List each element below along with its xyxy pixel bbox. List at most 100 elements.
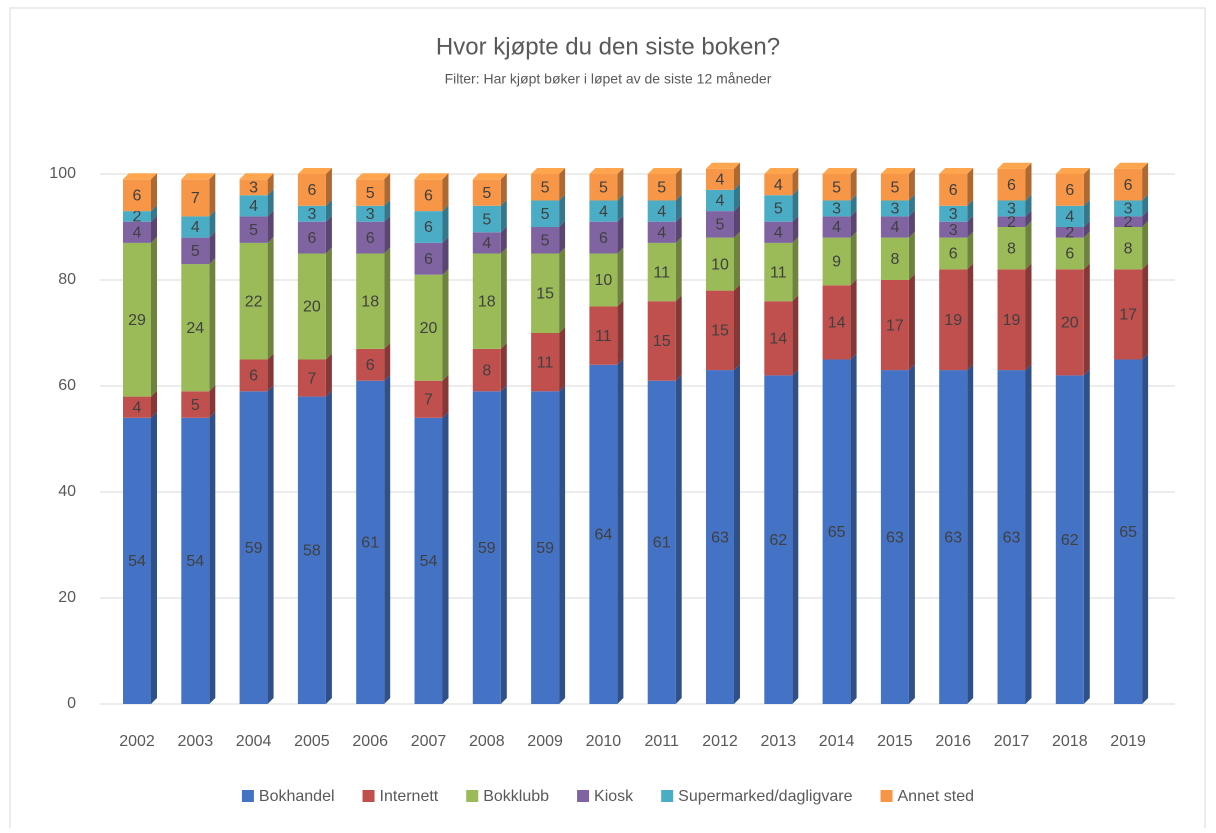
bar-side (325, 199, 332, 222)
data-label: 4 (133, 399, 142, 416)
bar-side (209, 231, 216, 265)
x-tick-label: 2011 (644, 733, 679, 750)
bar-side (1083, 199, 1090, 227)
bar-side (267, 236, 274, 360)
bar-segment (414, 274, 443, 381)
x-tick-label: 2002 (119, 733, 155, 750)
bar-side (675, 194, 682, 222)
bar-side (734, 162, 740, 190)
bar-side (1142, 162, 1149, 201)
bar-segment (181, 237, 210, 265)
bar-side (500, 173, 507, 206)
data-label: 8 (1007, 240, 1016, 257)
bar-top (472, 173, 507, 180)
bar-side (967, 215, 974, 238)
data-label: 5 (599, 179, 608, 196)
bar-segment (880, 216, 909, 238)
bar-side (792, 215, 799, 243)
bar-segment (822, 359, 851, 704)
bar-side (1025, 162, 1032, 201)
bar-side (209, 411, 216, 704)
bar-segment (822, 174, 851, 201)
bar-side (500, 342, 507, 392)
data-label: 22 (245, 293, 263, 310)
bar-side (442, 411, 449, 704)
bar-side (151, 411, 157, 704)
data-label: 3 (249, 179, 258, 196)
data-label: 58 (303, 543, 321, 560)
bar-segment (531, 333, 560, 392)
data-label: 4 (774, 225, 783, 242)
bar-side (267, 210, 274, 243)
x-tick-label: 2019 (1110, 733, 1146, 750)
data-label: 63 (1003, 529, 1021, 546)
data-label: 4 (482, 235, 491, 252)
y-tick-label: 80 (58, 271, 76, 288)
data-label: 63 (711, 529, 729, 546)
x-tick-label: 2005 (294, 733, 330, 750)
data-label: 19 (944, 312, 962, 329)
bar-side (500, 199, 507, 233)
bar-side (617, 168, 624, 201)
bar-segment (706, 370, 734, 704)
bar-segment (706, 290, 734, 371)
data-label: 3 (832, 201, 841, 218)
data-label: 6 (366, 230, 375, 247)
data-label: 5 (482, 185, 491, 202)
bar-segment (414, 417, 443, 704)
data-label: 7 (307, 370, 316, 387)
bar-segment (764, 195, 793, 222)
bar-segment (939, 205, 968, 222)
bar-side (151, 236, 157, 397)
data-label: 4 (832, 219, 841, 236)
bar-side (209, 173, 216, 217)
bar-segment (181, 179, 210, 217)
bar-segment (1055, 174, 1084, 206)
bar-side (734, 205, 740, 238)
x-tick-label: 2006 (352, 733, 388, 750)
data-label: 5 (366, 185, 375, 202)
bar-top (239, 173, 274, 180)
bar-segment (997, 269, 1026, 371)
bar-top (531, 168, 566, 174)
bar-segment (531, 200, 560, 227)
data-label: 5 (832, 179, 841, 196)
bar-segment (414, 179, 443, 212)
bar-segment (589, 174, 618, 201)
bar-side (850, 194, 857, 217)
data-label: 63 (886, 529, 904, 546)
data-label: 5 (541, 232, 550, 249)
x-tick-label: 2018 (1052, 733, 1088, 750)
bar-segment (880, 280, 909, 371)
data-label: 54 (186, 553, 204, 570)
bar-segment (1114, 359, 1143, 704)
legend-label: Internett (380, 788, 439, 805)
bar-segment (356, 205, 385, 222)
legend-swatch (577, 790, 590, 802)
data-label: 3 (307, 206, 316, 223)
bar-segment (764, 242, 793, 302)
data-label: 5 (191, 243, 200, 260)
bar-side (559, 194, 566, 227)
bar-side (559, 327, 566, 392)
bar-segment (939, 221, 968, 238)
bar-segment (181, 264, 210, 392)
bar-segment (589, 253, 618, 307)
data-label: 14 (828, 315, 846, 332)
bar-side (734, 231, 740, 291)
bar-side (442, 173, 449, 212)
bar-segment (647, 221, 676, 243)
bar-top (1114, 162, 1149, 169)
bar-segment (822, 285, 851, 360)
bar-segment (1114, 168, 1143, 201)
data-label: 6 (249, 368, 258, 385)
data-label: 8 (482, 362, 491, 379)
bar-side (325, 215, 332, 254)
bar-side (617, 247, 624, 307)
data-label: 4 (716, 172, 725, 189)
bar-side (617, 358, 624, 704)
data-label: 6 (1065, 246, 1074, 263)
data-label: 61 (653, 535, 671, 552)
bar-top (822, 168, 857, 174)
data-label: 6 (949, 182, 958, 199)
